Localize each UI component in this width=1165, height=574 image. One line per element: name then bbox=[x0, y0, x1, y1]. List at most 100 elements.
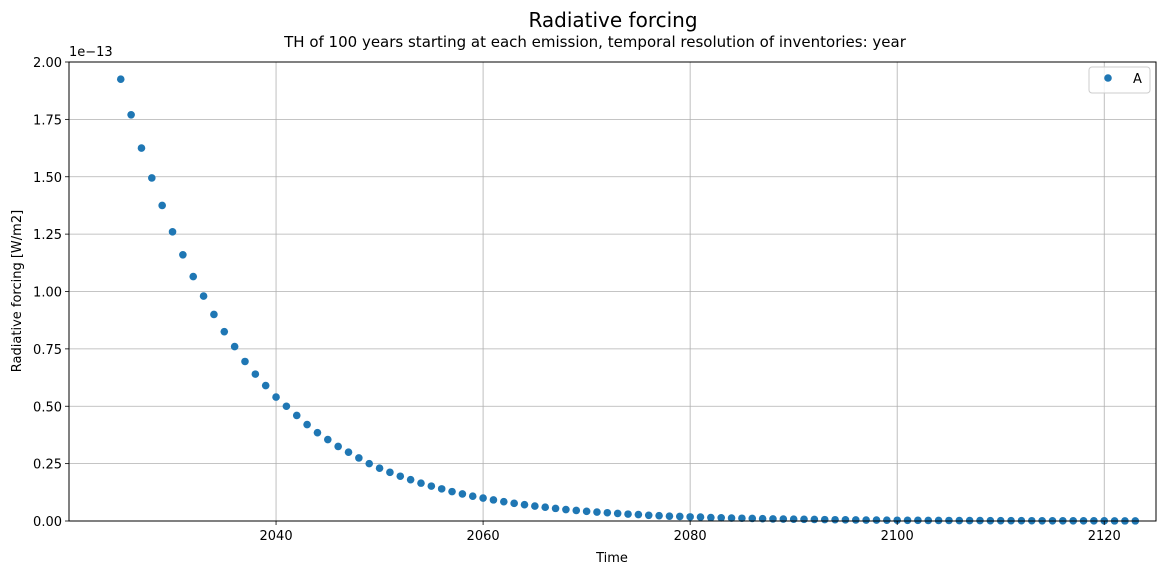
data-point bbox=[903, 516, 912, 525]
data-point bbox=[292, 411, 301, 420]
legend-marker bbox=[1104, 74, 1112, 82]
data-point bbox=[199, 292, 208, 300]
data-point bbox=[241, 357, 249, 366]
legend-label: A bbox=[1133, 72, 1142, 87]
data-point bbox=[500, 497, 508, 506]
data-point bbox=[696, 513, 705, 521]
legend-box bbox=[1088, 66, 1151, 94]
data-point bbox=[386, 468, 394, 477]
data-point bbox=[168, 228, 177, 236]
data-point bbox=[934, 516, 943, 525]
data-point bbox=[810, 515, 819, 524]
data-point bbox=[531, 502, 539, 510]
data-point bbox=[800, 515, 808, 524]
data-point bbox=[179, 250, 187, 259]
data-point bbox=[945, 516, 953, 525]
x-axis: 2040 2060 2080 2100 2120 bbox=[260, 521, 1121, 544]
data-point bbox=[437, 485, 446, 493]
data-point bbox=[137, 144, 146, 152]
y-tick-label: 1.75 bbox=[33, 113, 62, 128]
y-tick-label: 1.25 bbox=[33, 228, 62, 243]
data-point bbox=[717, 513, 725, 522]
data-point bbox=[427, 482, 436, 490]
data-point bbox=[769, 515, 777, 523]
data-point bbox=[210, 310, 218, 319]
data-point bbox=[417, 479, 425, 487]
data-point bbox=[272, 393, 280, 401]
data-point bbox=[489, 496, 498, 504]
data-point bbox=[148, 174, 156, 182]
data-point bbox=[634, 510, 643, 519]
data-point bbox=[686, 513, 694, 521]
data-point bbox=[313, 428, 322, 437]
data-point bbox=[158, 201, 166, 210]
grid bbox=[69, 61, 1156, 522]
data-point bbox=[551, 504, 560, 513]
data-point bbox=[914, 516, 922, 525]
data-point bbox=[344, 448, 353, 456]
data-point bbox=[893, 516, 901, 525]
data-point bbox=[375, 464, 384, 473]
data-point bbox=[365, 459, 374, 468]
y-tick-label: 0.75 bbox=[33, 343, 62, 358]
x-tick-label: 2060 bbox=[467, 529, 500, 544]
data-point bbox=[924, 516, 933, 525]
y-tick-label: 0.25 bbox=[33, 458, 62, 473]
data-point bbox=[738, 514, 746, 523]
data-point bbox=[303, 420, 311, 429]
data-point bbox=[448, 487, 456, 496]
data-point bbox=[572, 506, 581, 515]
data-point bbox=[116, 75, 125, 84]
data-point bbox=[841, 516, 850, 524]
data-point bbox=[831, 515, 839, 524]
data-point bbox=[251, 370, 260, 378]
x-axis-label: Time bbox=[595, 551, 628, 566]
data-point bbox=[261, 381, 270, 390]
data-point bbox=[396, 472, 405, 481]
x-tick-label: 2120 bbox=[1088, 529, 1121, 544]
y-axis: 0.00 0.25 0.50 0.75 1.00 1.25 1.50 1.75 2.00 bbox=[33, 56, 69, 530]
data-point bbox=[406, 475, 415, 484]
chart-title: Radiative forcing bbox=[528, 8, 697, 32]
data-point bbox=[748, 514, 757, 523]
data-point bbox=[624, 510, 632, 518]
data-point bbox=[603, 508, 612, 517]
data-point bbox=[355, 454, 363, 462]
data-point bbox=[779, 515, 788, 523]
data-point bbox=[665, 512, 674, 520]
y-tick-label: 1.00 bbox=[33, 286, 62, 301]
data-points bbox=[116, 75, 1140, 525]
y-offset-label: 1e−13 bbox=[69, 45, 113, 60]
x-tick-label: 2100 bbox=[881, 529, 914, 544]
y-tick-label: 0.00 bbox=[33, 515, 62, 530]
data-point bbox=[458, 490, 467, 498]
data-point bbox=[872, 516, 881, 524]
data-point bbox=[789, 515, 798, 523]
data-point bbox=[510, 499, 518, 508]
data-point bbox=[851, 516, 860, 524]
data-point bbox=[820, 515, 829, 524]
data-point bbox=[334, 442, 342, 451]
data-point bbox=[862, 516, 870, 524]
data-point bbox=[707, 513, 715, 522]
data-point bbox=[644, 511, 653, 520]
data-point bbox=[675, 512, 684, 521]
data-point bbox=[189, 272, 198, 281]
data-point bbox=[655, 511, 663, 520]
data-point bbox=[127, 110, 135, 119]
chart-subtitle: TH of 100 years starting at each emissio… bbox=[283, 33, 907, 51]
y-axis-label: Radiative forcing [W/m2] bbox=[10, 210, 25, 372]
x-tick-label: 2080 bbox=[674, 529, 707, 544]
data-point bbox=[220, 327, 229, 336]
legend: A bbox=[1088, 66, 1151, 94]
data-point bbox=[230, 342, 239, 351]
data-point bbox=[468, 492, 477, 501]
data-point bbox=[520, 500, 529, 509]
data-point bbox=[613, 509, 622, 518]
data-point bbox=[883, 516, 891, 524]
data-point bbox=[541, 503, 550, 512]
y-tick-label: 2.00 bbox=[33, 56, 62, 71]
y-tick-label: 0.50 bbox=[33, 400, 62, 415]
data-point bbox=[562, 505, 570, 514]
